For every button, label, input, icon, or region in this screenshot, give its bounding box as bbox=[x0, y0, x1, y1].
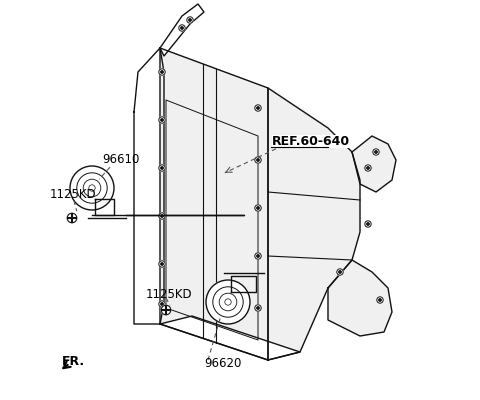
Circle shape bbox=[365, 165, 371, 171]
Circle shape bbox=[179, 25, 185, 31]
Circle shape bbox=[257, 159, 259, 161]
Text: 96610: 96610 bbox=[102, 153, 139, 166]
Circle shape bbox=[255, 105, 261, 111]
Circle shape bbox=[213, 287, 243, 317]
Circle shape bbox=[161, 71, 163, 73]
Circle shape bbox=[255, 253, 261, 259]
Polygon shape bbox=[160, 316, 300, 360]
Polygon shape bbox=[352, 136, 396, 192]
Circle shape bbox=[257, 307, 259, 309]
Circle shape bbox=[70, 166, 114, 210]
Circle shape bbox=[255, 305, 261, 311]
Polygon shape bbox=[328, 260, 392, 336]
Circle shape bbox=[339, 139, 341, 141]
Circle shape bbox=[89, 185, 95, 191]
Circle shape bbox=[373, 149, 379, 155]
Circle shape bbox=[206, 280, 250, 324]
Circle shape bbox=[159, 117, 165, 123]
Circle shape bbox=[159, 213, 165, 219]
Circle shape bbox=[83, 179, 101, 197]
Circle shape bbox=[337, 137, 343, 143]
Polygon shape bbox=[268, 88, 360, 360]
Circle shape bbox=[365, 221, 371, 227]
Circle shape bbox=[337, 269, 343, 275]
Circle shape bbox=[257, 107, 259, 109]
Circle shape bbox=[377, 297, 383, 303]
Circle shape bbox=[159, 261, 165, 267]
Circle shape bbox=[159, 165, 165, 171]
Circle shape bbox=[225, 299, 231, 305]
Circle shape bbox=[219, 293, 237, 311]
Polygon shape bbox=[134, 48, 164, 324]
Circle shape bbox=[367, 167, 369, 169]
Circle shape bbox=[367, 223, 369, 225]
Circle shape bbox=[161, 119, 163, 121]
Text: 1125KD: 1125KD bbox=[50, 188, 96, 201]
Circle shape bbox=[161, 305, 171, 315]
Circle shape bbox=[159, 301, 165, 307]
Circle shape bbox=[161, 303, 163, 305]
Circle shape bbox=[379, 299, 381, 301]
Circle shape bbox=[255, 205, 261, 211]
Text: REF.60-640: REF.60-640 bbox=[272, 135, 350, 148]
Circle shape bbox=[189, 19, 191, 21]
Text: FR.: FR. bbox=[62, 355, 85, 368]
Circle shape bbox=[159, 69, 165, 75]
Polygon shape bbox=[160, 4, 204, 56]
Circle shape bbox=[257, 255, 259, 257]
Text: 96620: 96620 bbox=[204, 357, 241, 370]
Circle shape bbox=[375, 151, 377, 153]
Text: 1125KD: 1125KD bbox=[146, 288, 192, 301]
Circle shape bbox=[161, 263, 163, 265]
Polygon shape bbox=[160, 48, 268, 360]
Circle shape bbox=[77, 173, 107, 203]
Circle shape bbox=[67, 213, 77, 223]
Circle shape bbox=[339, 271, 341, 273]
Circle shape bbox=[257, 207, 259, 209]
Circle shape bbox=[255, 157, 261, 163]
Circle shape bbox=[187, 17, 193, 23]
Circle shape bbox=[161, 167, 163, 169]
Circle shape bbox=[181, 27, 183, 29]
Circle shape bbox=[161, 215, 163, 217]
